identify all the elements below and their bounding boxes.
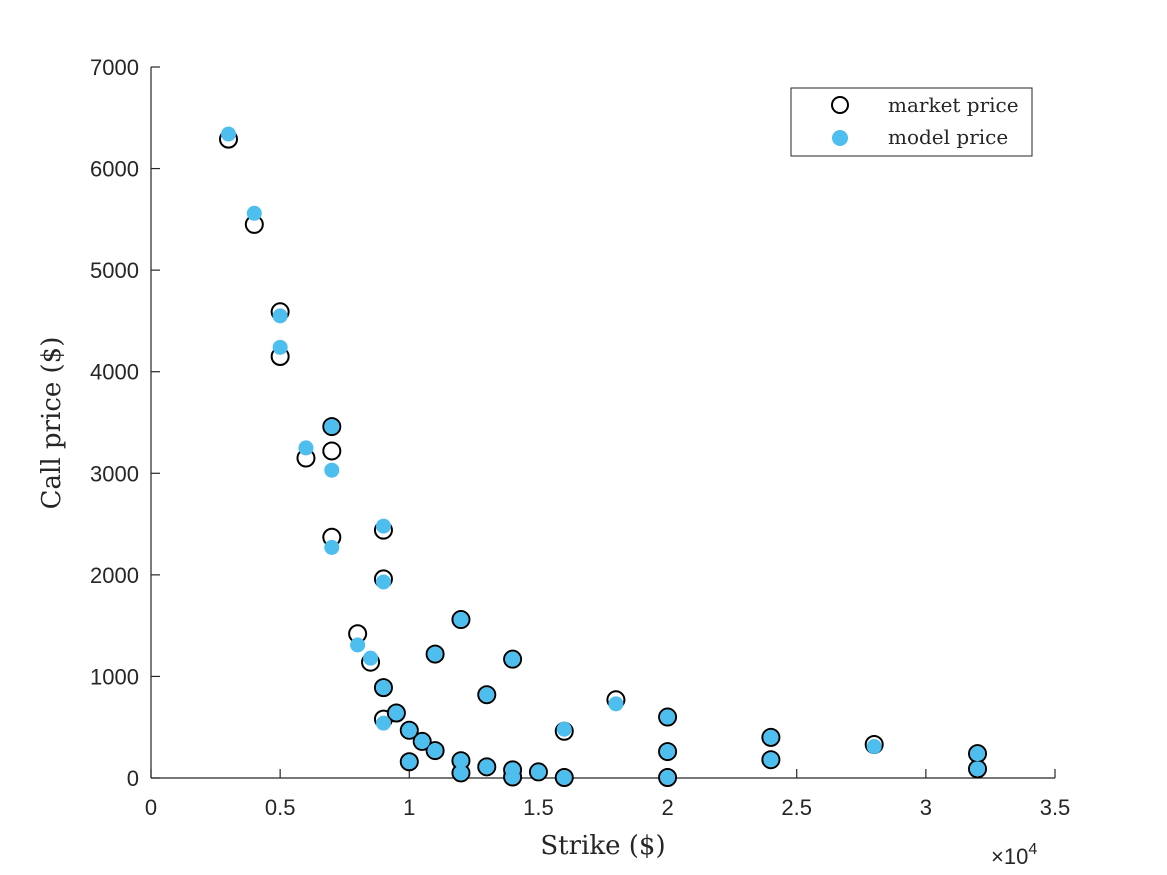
model-price-point <box>414 733 430 749</box>
model-price-point <box>505 651 521 667</box>
x-tick-label: 0.5 <box>265 795 296 820</box>
market-price-point <box>528 762 548 782</box>
model-price-point <box>453 753 469 769</box>
model-price-point <box>660 769 676 785</box>
market-price-point <box>477 685 497 705</box>
x-exponent-power: 4 <box>1028 841 1037 858</box>
model-price-point <box>453 612 469 628</box>
x-tick-label: 0 <box>145 795 157 820</box>
x-tick-label: 3.5 <box>1040 795 1071 820</box>
model-price-point <box>505 769 521 785</box>
x-tick-label: 3 <box>920 795 932 820</box>
market-price-point <box>399 752 419 772</box>
market-price-point <box>425 741 445 761</box>
market-price-point <box>425 644 445 664</box>
legend-model-marker <box>832 130 848 146</box>
legend-model-label: model price <box>888 125 1008 149</box>
market-price-point <box>322 417 342 437</box>
y-tick-label: 3000 <box>90 461 139 486</box>
y-tick-label: 1000 <box>90 664 139 689</box>
market-price-point <box>761 727 781 747</box>
y-tick-label: 7000 <box>90 55 139 80</box>
market-price-point <box>503 649 523 669</box>
market-price-point <box>412 731 432 751</box>
market-price-point <box>477 757 497 777</box>
model-price-point <box>220 126 236 142</box>
x-tick-label: 1 <box>403 795 415 820</box>
x-exponent-base: ×10 <box>991 844 1028 869</box>
y-tick-label: 4000 <box>90 360 139 385</box>
model-price-point <box>375 574 391 590</box>
legend-market-marker <box>831 96 849 114</box>
y-tick-label: 0 <box>127 766 139 791</box>
x-axis-title: Strike ($) <box>540 831 665 861</box>
model-price-point <box>970 746 986 762</box>
x-exponent-label: ×104 <box>991 841 1037 869</box>
model-price-point <box>608 696 624 712</box>
market-price-point <box>399 720 419 740</box>
y-tick-label: 5000 <box>90 258 139 283</box>
market-price-point <box>658 707 678 727</box>
model-price-point <box>375 518 391 534</box>
market-price-point <box>554 767 574 787</box>
model-price-point <box>530 764 546 780</box>
x-tick-label: 1.5 <box>523 795 554 820</box>
model-price-point <box>427 743 443 759</box>
model-price-point <box>556 721 572 737</box>
model-price-point <box>866 739 882 755</box>
model-price-point <box>388 705 404 721</box>
model-price-point <box>556 769 572 785</box>
model-price-point <box>272 308 288 324</box>
market-price-point <box>373 678 393 698</box>
model-price-point <box>763 729 779 745</box>
legend-box <box>790 87 1033 157</box>
model-price-point <box>375 715 391 731</box>
model-price-point <box>375 680 391 696</box>
model-price-point <box>427 646 443 662</box>
market-price-point <box>658 767 678 787</box>
model-price-point <box>453 765 469 781</box>
market-price-point <box>322 441 342 461</box>
market-price-point <box>761 750 781 770</box>
market-price-point <box>451 610 471 630</box>
legend-market-label: market price <box>888 93 1019 117</box>
model-price-point <box>479 687 495 703</box>
model-price-point <box>401 722 417 738</box>
model-price-point <box>324 462 340 478</box>
legend: market price model price <box>790 87 1033 157</box>
model-price-point <box>324 419 340 435</box>
model-price-point <box>363 650 379 666</box>
data-points <box>218 126 988 787</box>
x-tick-label: 2.5 <box>781 795 812 820</box>
x-tick-label: 2 <box>661 795 673 820</box>
y-tick-label: 6000 <box>90 157 139 182</box>
axes: 0 0.5 1 1.5 2 2.5 3 3.5 0 1000 2000 3000 4000 5000 600… <box>90 55 1070 820</box>
model-price-point <box>763 752 779 768</box>
model-price-point <box>401 754 417 770</box>
market-price-point <box>658 742 678 762</box>
model-price-point <box>479 759 495 775</box>
model-price-point <box>970 761 986 777</box>
model-price-point <box>660 709 676 725</box>
model-price-point <box>324 539 340 555</box>
model-price-point <box>272 339 288 355</box>
market-price-point <box>386 703 406 723</box>
model-price-point <box>298 440 314 456</box>
y-axis-title: Call price ($) <box>37 337 67 510</box>
model-price-point <box>660 744 676 760</box>
model-price-point <box>350 637 366 653</box>
y-tick-label: 2000 <box>90 563 139 588</box>
model-price-point <box>246 205 262 221</box>
